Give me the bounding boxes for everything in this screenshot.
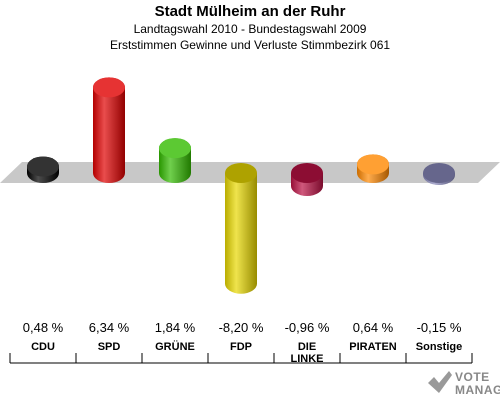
bar-cap: [93, 77, 125, 98]
bar-cap: [225, 163, 257, 183]
category-label: PIRATEN: [349, 341, 397, 353]
chart-subtitle-2: Erststimmen Gewinne und Verluste Stimmbe…: [109, 38, 391, 52]
category-label: GRÜNE: [155, 340, 195, 353]
bar-cap: [159, 138, 191, 159]
logo-text-vote: VOTE: [455, 370, 490, 384]
logo-text-manager: MANAGER: [455, 383, 500, 397]
value-label: -0,15 %: [417, 320, 462, 335]
category-label: SPD: [98, 341, 121, 353]
bar-cap: [357, 154, 389, 175]
value-label: 0,64 %: [353, 320, 394, 335]
value-label: -0,96 %: [285, 320, 330, 335]
chart-subtitle-1: Landtagswahl 2010 - Bundestagswahl 2009: [133, 22, 367, 36]
category-label: CDU: [31, 341, 55, 353]
chart-title: Stadt Mülheim an der Ruhr: [154, 3, 346, 20]
value-label: -8,20 %: [219, 320, 264, 335]
bar-cap: [27, 156, 59, 177]
category-label: Sonstige: [416, 341, 462, 353]
bar-spd: [93, 77, 125, 183]
category-label: LINKE: [291, 353, 324, 365]
bar-cap: [291, 163, 323, 183]
vote-manager-logo: VOTE MANAGER: [425, 368, 500, 400]
value-label: 1,84 %: [155, 320, 196, 335]
category-label: FDP: [230, 341, 252, 353]
value-label: 6,34 %: [89, 320, 130, 335]
bar-cap: [423, 163, 455, 183]
checkmark-logo-icon: [428, 371, 452, 393]
bar-fdp: [225, 173, 257, 294]
category-label: DIE: [298, 341, 316, 353]
value-label: 0,48 %: [23, 320, 64, 335]
